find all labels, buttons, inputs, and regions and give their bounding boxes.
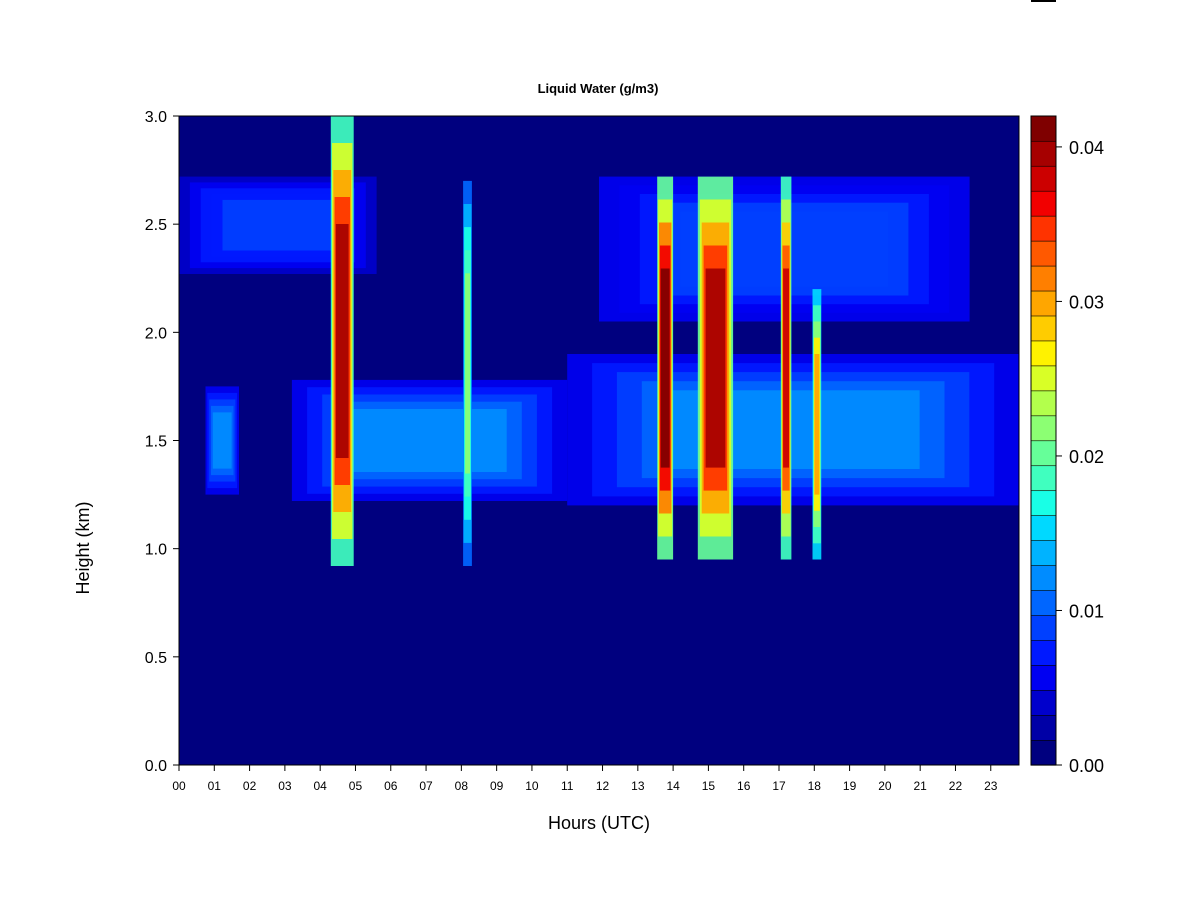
colorbar: 0.00 0.01 0.02 0.03 0.04 (1030, 115, 1104, 776)
colorbar-segment (1030, 265, 1057, 292)
colorbar-segment (1030, 689, 1057, 716)
y-axis-label: Height (km) (73, 501, 93, 594)
colorbar-segment (1030, 290, 1057, 317)
heatmap-cell-core-1500 (705, 268, 726, 468)
colorbar-segment (1030, 714, 1057, 741)
y-tick-label: 0.0 (145, 758, 167, 775)
colorbar-tick-label: 0.04 (1069, 138, 1104, 158)
x-tick-label: 17 (772, 779, 786, 793)
colorbar-segment (1030, 415, 1057, 442)
heatmap-cell-spike-0815 (465, 273, 470, 474)
x-tick-label: 03 (278, 779, 292, 793)
x-tick-label: 04 (313, 779, 327, 793)
colorbar-tick-label: 0.02 (1069, 447, 1104, 467)
corner-mark (1031, 0, 1056, 2)
heatmap-cell-upper-layer-early (222, 199, 334, 251)
x-tick-label: 23 (984, 779, 998, 793)
colorbar-segment (1030, 115, 1057, 142)
colorbar-segment (1030, 664, 1057, 691)
heatmap-cell-main-layer-early (352, 409, 507, 472)
heatmap-area (179, 116, 1019, 765)
x-tick-label: 21 (913, 779, 927, 793)
x-tick-label: 20 (878, 779, 892, 793)
x-tick-label: 15 (702, 779, 716, 793)
chart-title: Liquid Water (g/m3) (538, 81, 659, 96)
x-tick-label: 19 (843, 779, 857, 793)
colorbar-segment (1030, 365, 1057, 392)
y-tick-label: 3.0 (145, 109, 167, 126)
colorbar-tick-label: 0.03 (1069, 292, 1104, 312)
x-tick-label: 07 (419, 779, 433, 793)
x-axis-label: Hours (UTC) (548, 813, 650, 833)
x-tick-label: 09 (490, 779, 504, 793)
x-tick-label: 13 (631, 779, 645, 793)
y-tick-label: 0.5 (145, 650, 167, 667)
x-tick-label: 10 (525, 779, 539, 793)
x-tick-label: 14 (666, 779, 680, 793)
colorbar-tick-label: 0.01 (1069, 601, 1104, 621)
heatmap-cell-spike-0445 (335, 224, 349, 458)
x-axis: 00 01 02 03 04 05 06 07 08 09 10 11 12 13 14 15 16 17 18 19… (172, 765, 998, 793)
colorbar-segment (1030, 315, 1057, 342)
colorbar-segment (1030, 215, 1057, 242)
colorbar-segment (1030, 540, 1057, 566)
colorbar-segment (1030, 565, 1057, 591)
colorbar-segment (1030, 739, 1057, 766)
heatmap-cell-patch-01h (212, 412, 232, 469)
colorbar-segment (1030, 490, 1057, 516)
x-tick-label: 06 (384, 779, 398, 793)
x-tick-label: 01 (208, 779, 222, 793)
x-tick-label: 08 (455, 779, 469, 793)
y-tick-label: 1.5 (145, 434, 167, 451)
y-tick-label: 1.0 (145, 542, 167, 559)
x-tick-label: 18 (808, 779, 822, 793)
colorbar-segment (1030, 589, 1057, 616)
x-tick-label: 11 (561, 779, 574, 793)
heatmap-cell-core-1800 (814, 354, 820, 495)
x-tick-label: 05 (349, 779, 363, 793)
colorbar-segment (1030, 639, 1057, 666)
colorbar-segment (1030, 614, 1057, 641)
colorbar-segment (1030, 440, 1057, 467)
y-axis: 0.0 0.5 1.0 1.5 2.0 2.5 3.0 (145, 109, 179, 775)
x-tick-label: 22 (949, 779, 963, 793)
colorbar-segment (1030, 465, 1057, 492)
heatmap-cell-core-1345 (660, 268, 670, 468)
x-tick-label: 00 (172, 779, 186, 793)
x-tick-label: 12 (596, 779, 610, 793)
heatmap-cell-core-1715 (783, 268, 789, 468)
x-tick-label: 16 (737, 779, 751, 793)
colorbar-tick-label: 0.00 (1069, 756, 1104, 776)
colorbar-segment (1030, 190, 1057, 217)
colorbar-segment (1030, 515, 1057, 541)
colorbar-segment (1030, 240, 1057, 267)
x-tick-label: 02 (243, 779, 257, 793)
colorbar-segment (1030, 390, 1057, 417)
y-tick-label: 2.0 (145, 325, 167, 342)
y-tick-label: 2.5 (145, 217, 167, 234)
colorbar-frame (1030, 115, 1057, 766)
colorbar-segment (1030, 165, 1057, 192)
colorbar-segment (1030, 340, 1057, 367)
colorbar-segment (1030, 140, 1057, 167)
